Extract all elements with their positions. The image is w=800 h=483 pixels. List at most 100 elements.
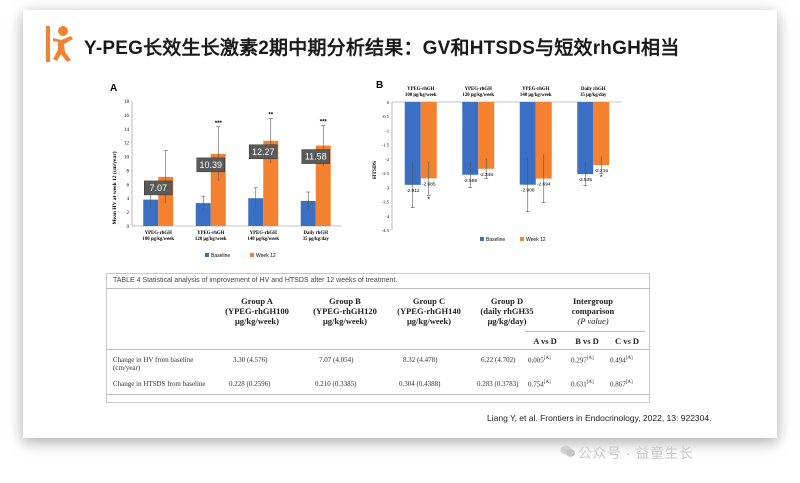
chart-a-xtick: YPEG-rhGH bbox=[197, 231, 224, 236]
chart-a-xtick: 100 μg/kg/week bbox=[142, 237, 174, 242]
chart-a-hv: A Mean HV at week 12 (cm/year) 0 2 4 6 8 10 12… bbox=[110, 83, 342, 259]
baseline-bar bbox=[300, 201, 316, 226]
significance-mark: *** bbox=[320, 119, 328, 125]
data-label: 12.27 bbox=[252, 147, 275, 157]
week12-bar bbox=[420, 102, 437, 179]
panel-label-a: A bbox=[110, 83, 117, 94]
baseline-bar bbox=[462, 102, 479, 175]
legend-label: Baseline bbox=[486, 237, 505, 243]
cell-htsds-d: 0.283 (0.3783) bbox=[477, 380, 519, 388]
chart-a-ytick: 6 bbox=[127, 183, 130, 188]
chart-a-ytick: 16 bbox=[124, 114, 130, 119]
chart-b-ytick: -3 bbox=[385, 185, 390, 190]
week12-bar bbox=[478, 102, 495, 169]
comparison-b-vs-d: B vs D bbox=[575, 336, 599, 346]
chart-a-ylabel: Mean HV at week 12 (cm/year) bbox=[111, 151, 118, 224]
chart-b-ytick: -2.5 bbox=[382, 171, 390, 176]
chart-b-ytick: -1 bbox=[385, 128, 390, 133]
cell-htsds-c: 0.304 (0.4388) bbox=[399, 380, 441, 388]
legend-swatch bbox=[205, 253, 209, 257]
chart-a-xtick: YPEG-rhGH bbox=[250, 231, 277, 236]
baseline-bar bbox=[195, 203, 211, 226]
legend-label: Baseline bbox=[211, 253, 230, 259]
cell-hv-d: 6.22 (4.702) bbox=[481, 356, 516, 364]
cell-hv-p3: 0.494[A] bbox=[610, 356, 633, 365]
baseline-bar bbox=[143, 199, 159, 226]
cell-htsds-a: 0.228 (0.2596) bbox=[229, 380, 271, 388]
chart-b-ytick: -3.5 bbox=[382, 200, 390, 205]
data-label: 11.58 bbox=[305, 152, 327, 162]
intergroup-header: Intergroup comparison (P value) bbox=[571, 296, 615, 326]
row-hv-label: Change in HV from baseline (cm/year) bbox=[113, 356, 194, 372]
chart-a-xtick: YPEG-rhGH bbox=[145, 231, 172, 236]
chart-a-xtick: Daily rhGH bbox=[304, 231, 329, 236]
legend-swatch bbox=[250, 253, 254, 257]
chart-a-ytick: 2 bbox=[127, 211, 130, 216]
chart-b-ytick: 0 bbox=[387, 100, 390, 105]
cell-hv-a: 3.30 (4.576) bbox=[233, 356, 268, 364]
week12-bar bbox=[315, 145, 331, 226]
chart-a-ytick: 0 bbox=[127, 225, 130, 230]
week12-value-label: -2.694 bbox=[537, 182, 551, 188]
cell-hv-c: 8.32 (4.478) bbox=[403, 356, 438, 364]
cell-hv-p2: 0.297[A] bbox=[571, 356, 594, 365]
group-a-header: Group A (YPEG-rhGH100 μg/kg/week) bbox=[225, 296, 289, 326]
chart-a-xtick: 120 μg/kg/week bbox=[195, 237, 227, 242]
slide-title: Y-PEG长效生长激素2期中期分析结果：GV和HTSDS与短效rhGH相当 bbox=[84, 38, 680, 59]
comparison-c-vs-d: C vs D bbox=[614, 336, 640, 346]
data-label-box bbox=[301, 149, 330, 164]
comparison-a-vs-d: A vs D bbox=[533, 336, 557, 346]
chart-b-ytick: -4 bbox=[385, 214, 390, 219]
baseline-value-label: -2.558 bbox=[463, 178, 477, 184]
chart-b-xtick: 120 μg/kg/week bbox=[462, 93, 494, 98]
chart-b-xtick: Daily rhGH bbox=[581, 87, 606, 92]
chart-a-xtick: 35 μg/kg/day bbox=[303, 237, 330, 242]
chart-b-xtick: 140 μg/kg/week bbox=[520, 93, 552, 98]
chart-a-ytick: 14 bbox=[124, 128, 130, 133]
cell-hv-b: 7.07 (4.054) bbox=[319, 356, 354, 364]
baseline-bar bbox=[248, 198, 264, 226]
legend-swatch bbox=[520, 237, 524, 241]
significance-mark: ** bbox=[268, 113, 273, 119]
data-label: 10.39 bbox=[199, 160, 222, 170]
chart-b-xtick: YPEG-rhGH bbox=[522, 87, 549, 92]
chart-b-xtick: YPEG-rhGH bbox=[465, 87, 492, 92]
baseline-bar bbox=[577, 102, 594, 175]
week12-value-label: -2.348 bbox=[479, 172, 493, 178]
legend-label: Week 12 bbox=[526, 237, 546, 243]
cell-htsds-b: 0.210 (0.3385) bbox=[315, 380, 357, 388]
chart-b-ylabel: HTSDS bbox=[372, 161, 378, 179]
significance-mark: * bbox=[427, 196, 430, 203]
chart-b-ytick: -4.5 bbox=[382, 228, 390, 233]
data-label: 7.07 bbox=[149, 183, 167, 193]
chart-a-ytick: 4 bbox=[127, 197, 130, 202]
legend-label: Week 12 bbox=[256, 253, 276, 259]
chart-a-ytick: 18 bbox=[124, 100, 130, 105]
chart-a-ytick: 12 bbox=[124, 142, 130, 147]
citation: Liang Y, et al. Frontiers in Endocrinolo… bbox=[487, 413, 712, 423]
watermark: 公众号 · 益童生长 bbox=[578, 445, 694, 461]
group-b-header: Group B (YPEG-rhGH120 μg/kg/week) bbox=[313, 296, 377, 326]
chart-b-ytick: -1.5 bbox=[382, 143, 390, 148]
chart-a-ytick: 8 bbox=[127, 169, 130, 174]
cell-htsds-p2: 0.631[A] bbox=[571, 380, 594, 389]
cell-htsds-p1: 0.754[A] bbox=[528, 380, 551, 389]
row-htsds-label: Change in HTSDS from baseline bbox=[113, 380, 206, 388]
table-4: TABLE 4 Statistical analysis of improvem… bbox=[106, 273, 650, 403]
cell-hv-p1: 0.005[A] bbox=[528, 356, 551, 365]
data-label-box bbox=[144, 180, 173, 196]
week12-bar bbox=[593, 102, 610, 166]
significance-mark: * bbox=[600, 175, 603, 182]
baseline-bar bbox=[404, 102, 421, 185]
data-label-box bbox=[196, 157, 225, 173]
data-label-box bbox=[249, 144, 278, 160]
group-d-header: Group D (daily rhGH35 μg/kg/day) bbox=[480, 296, 534, 326]
cell-htsds-p3: 0.867[A] bbox=[610, 380, 633, 389]
week12-bar bbox=[535, 102, 552, 179]
chart-b-ytick: -0.5 bbox=[382, 114, 390, 119]
baseline-bar bbox=[519, 102, 536, 185]
chart-b-xtick: YPEG-rhGH bbox=[407, 87, 434, 92]
legend-swatch bbox=[480, 237, 484, 241]
baseline-value-label: -2.535 bbox=[578, 177, 592, 183]
chart-a-xtick: 140 μg/kg/week bbox=[247, 237, 279, 242]
